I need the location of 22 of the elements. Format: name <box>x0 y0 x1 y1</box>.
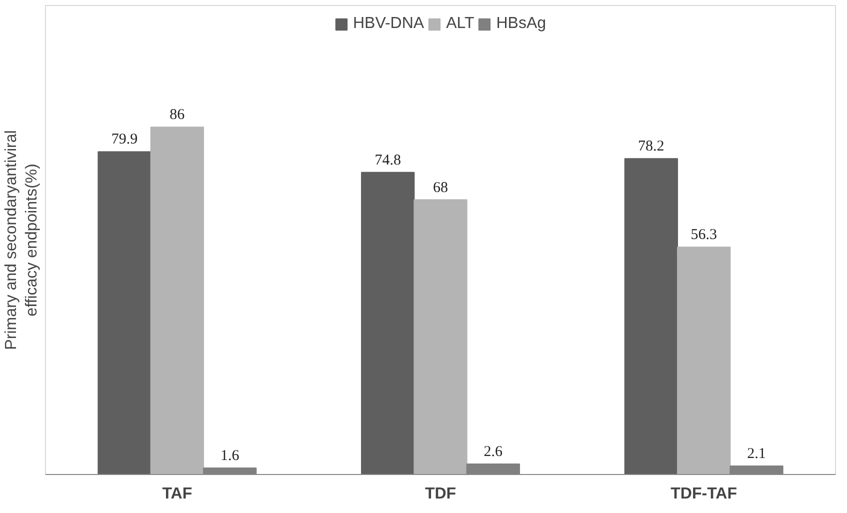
legend-label: HBsAg <box>496 15 546 33</box>
data-label: 56.3 <box>690 227 717 244</box>
x-tick-label: TDF <box>424 486 456 502</box>
bar <box>98 151 152 474</box>
data-label: 74.8 <box>374 152 401 168</box>
data-label: 79.9 <box>111 132 138 148</box>
data-label: 86 <box>170 107 186 124</box>
legend-label: ALT <box>446 15 474 33</box>
bar <box>414 199 468 474</box>
data-label: 2.6 <box>484 444 504 460</box>
bar <box>150 126 204 474</box>
y-axis-title: Primary and secondaryantiviral efficacy endpoints(%) <box>3 130 40 350</box>
data-label: 68 <box>433 180 448 196</box>
data-label: 2.1 <box>747 446 766 462</box>
x-tick-label: TAF <box>162 486 192 502</box>
bar <box>624 158 678 474</box>
bar <box>361 172 415 474</box>
legend-label: HBV-DNA <box>352 15 424 33</box>
x-tick-label: TDF-TAF <box>670 486 738 502</box>
data-label: 1.6 <box>220 448 240 464</box>
data-label: 78.2 <box>638 138 664 155</box>
bar <box>677 246 731 474</box>
